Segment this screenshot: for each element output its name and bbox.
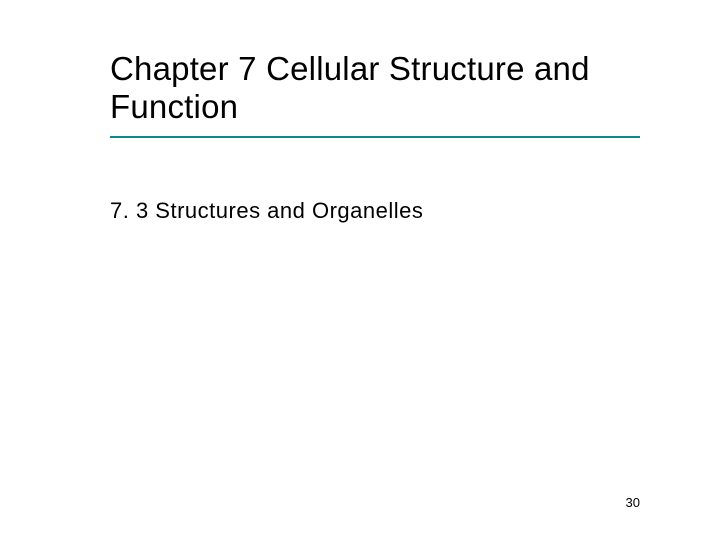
title-divider [110,136,640,138]
slide-container: Chapter 7 Cellular Structure and Functio… [0,0,720,540]
slide-subtitle: 7. 3 Structures and Organelles [110,198,640,224]
page-number: 30 [626,495,640,510]
slide-title: Chapter 7 Cellular Structure and Functio… [110,50,640,126]
